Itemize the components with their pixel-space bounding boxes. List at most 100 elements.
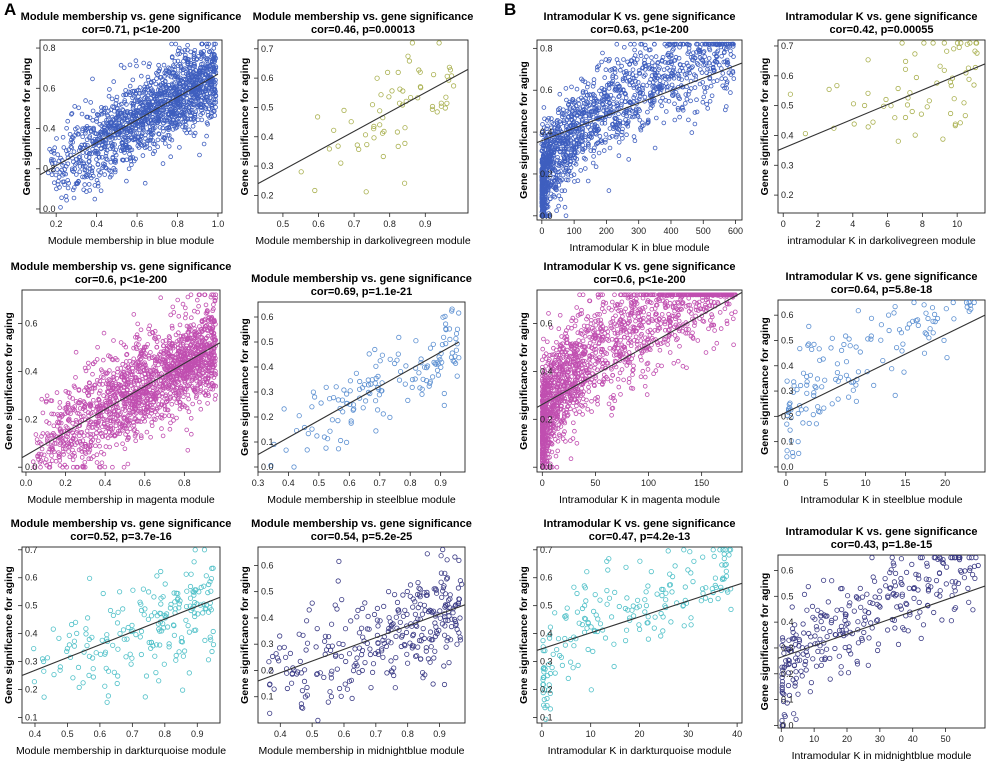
data-point	[650, 84, 655, 89]
data-point	[371, 135, 377, 141]
chart-subtitle: cor=0.46, p=0.00013	[311, 24, 415, 36]
data-point	[97, 378, 103, 384]
data-point	[962, 113, 968, 119]
data-point	[627, 114, 633, 119]
data-point	[138, 121, 143, 127]
data-point	[107, 409, 112, 415]
data-point	[600, 102, 606, 108]
panel-label-a: A	[4, 0, 17, 19]
x-tick-label: 2	[816, 219, 821, 229]
data-point	[624, 122, 629, 127]
data-point	[572, 116, 577, 121]
data-point	[212, 91, 218, 96]
data-point	[147, 129, 152, 135]
data-point	[686, 92, 691, 97]
data-point	[616, 127, 621, 132]
data-point	[151, 141, 156, 147]
data-point	[586, 141, 591, 147]
data-point	[68, 152, 73, 158]
data-point	[671, 75, 677, 81]
data-point	[902, 58, 909, 65]
data-point	[163, 97, 169, 103]
data-point	[111, 338, 116, 343]
y-axis-label: Gene significance for aging	[21, 58, 33, 196]
data-point	[576, 97, 581, 102]
data-point	[598, 138, 604, 143]
data-point	[612, 67, 618, 72]
data-point	[575, 107, 580, 112]
data-point	[122, 414, 127, 420]
data-point	[49, 398, 55, 404]
data-point	[158, 87, 164, 92]
data-point	[114, 98, 119, 103]
data-point	[122, 109, 128, 115]
data-point	[212, 113, 218, 118]
data-point	[159, 412, 165, 418]
data-point	[83, 385, 89, 390]
data-point	[131, 312, 137, 317]
data-point	[603, 105, 609, 110]
data-point	[106, 93, 112, 99]
data-point	[617, 84, 622, 90]
data-point	[64, 197, 69, 203]
data-point	[560, 172, 566, 178]
data-point	[655, 90, 660, 95]
data-point	[151, 372, 156, 377]
data-point	[48, 158, 54, 164]
data-point	[206, 106, 212, 112]
data-point	[206, 41, 212, 47]
data-point	[77, 164, 83, 169]
data-point	[156, 131, 161, 137]
data-point	[189, 332, 194, 337]
data-point	[563, 177, 569, 183]
data-point	[651, 41, 657, 47]
data-point	[596, 116, 602, 121]
data-point	[587, 131, 592, 137]
data-point	[672, 92, 677, 97]
data-point	[131, 356, 137, 362]
data-point	[107, 174, 113, 180]
data-point	[559, 188, 565, 194]
data-point	[213, 64, 219, 69]
data-point	[194, 385, 200, 391]
data-point	[564, 117, 570, 122]
data-point	[591, 81, 597, 86]
data-point	[642, 94, 648, 100]
data-point	[630, 75, 635, 81]
data-point	[58, 429, 63, 434]
data-point	[619, 129, 625, 135]
data-point	[707, 99, 713, 104]
data-point	[136, 119, 142, 125]
data-point	[603, 93, 608, 98]
data-point	[101, 451, 107, 457]
data-point	[61, 441, 67, 447]
data-point	[81, 433, 87, 439]
data-point	[578, 168, 583, 173]
data-point	[378, 92, 384, 98]
data-point	[105, 435, 111, 441]
data-point	[699, 57, 704, 62]
data-point	[401, 180, 408, 186]
data-point	[298, 169, 304, 175]
data-point	[686, 68, 692, 73]
plot-frame	[21, 289, 221, 473]
data-point	[204, 335, 209, 341]
data-point	[195, 297, 200, 303]
data-point	[67, 390, 72, 396]
data-point	[111, 165, 116, 171]
data-point	[97, 381, 102, 387]
data-point	[175, 58, 181, 64]
data-point	[153, 81, 159, 87]
data-point	[694, 41, 699, 47]
data-point	[67, 132, 73, 137]
data-point	[49, 157, 54, 162]
data-point	[601, 148, 607, 153]
data-point	[199, 51, 205, 56]
data-point	[87, 115, 93, 121]
regression-line	[22, 342, 220, 459]
data-point	[134, 90, 139, 96]
data-point	[594, 64, 600, 70]
data-point	[80, 463, 85, 469]
data-point	[65, 185, 71, 191]
data-point	[130, 113, 136, 118]
